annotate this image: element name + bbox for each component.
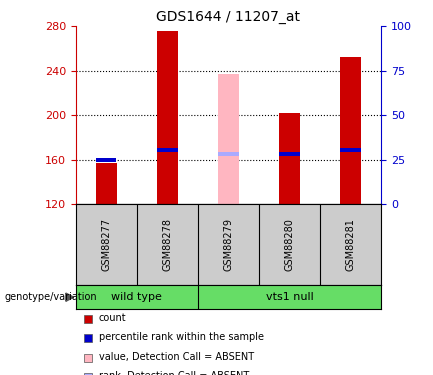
- Bar: [96, 158, 116, 162]
- Text: wild type: wild type: [111, 292, 162, 302]
- Text: GSM88277: GSM88277: [101, 218, 111, 271]
- Bar: [279, 113, 300, 204]
- Text: percentile rank within the sample: percentile rank within the sample: [99, 333, 264, 342]
- Bar: [198, 285, 381, 309]
- Bar: [340, 148, 361, 152]
- Text: GSM88279: GSM88279: [223, 218, 233, 271]
- Text: vts1 null: vts1 null: [265, 292, 313, 302]
- Bar: [218, 74, 239, 204]
- Title: GDS1644 / 11207_at: GDS1644 / 11207_at: [156, 10, 301, 24]
- Bar: [157, 148, 178, 152]
- Bar: [76, 285, 198, 309]
- Bar: [218, 152, 239, 156]
- Text: GSM88278: GSM88278: [162, 218, 172, 271]
- FancyArrow shape: [66, 293, 74, 302]
- Text: value, Detection Call = ABSENT: value, Detection Call = ABSENT: [99, 352, 254, 362]
- Text: GSM88281: GSM88281: [346, 218, 355, 271]
- Bar: [279, 152, 300, 156]
- Bar: [157, 31, 178, 204]
- Bar: [96, 163, 117, 204]
- Text: genotype/variation: genotype/variation: [4, 292, 97, 302]
- Text: rank, Detection Call = ABSENT: rank, Detection Call = ABSENT: [99, 372, 249, 375]
- Text: count: count: [99, 313, 126, 323]
- Text: GSM88280: GSM88280: [284, 218, 294, 271]
- Bar: [340, 57, 361, 204]
